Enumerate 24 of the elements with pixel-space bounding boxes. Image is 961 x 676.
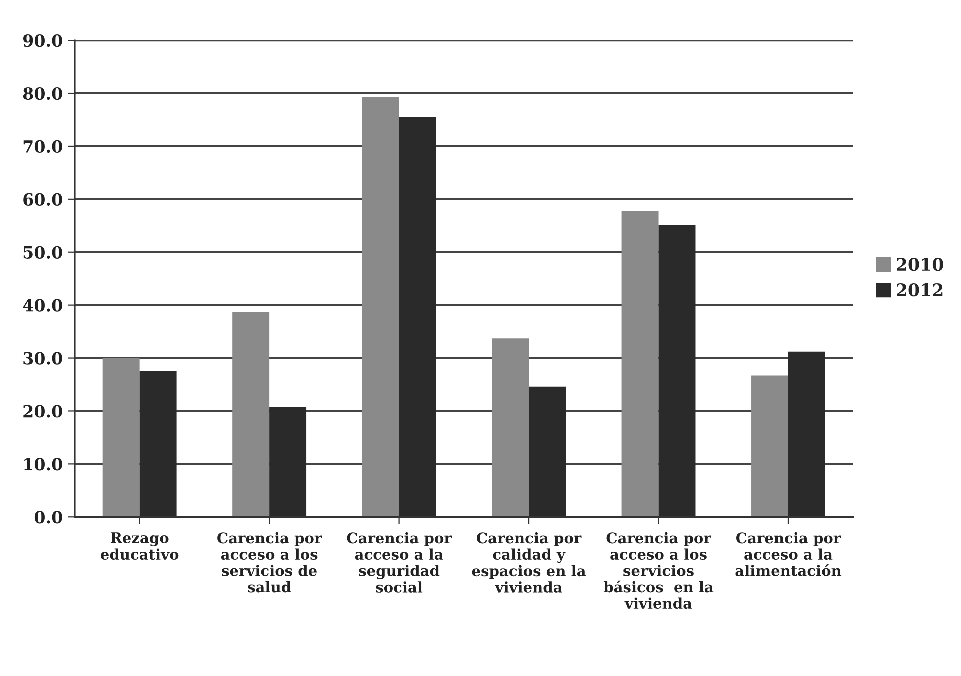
bar	[492, 338, 530, 518]
bar	[232, 312, 270, 518]
y-tick-label: 60.0	[24, 193, 62, 206]
bar	[102, 358, 140, 518]
y-tick-label: 20.0	[24, 405, 62, 418]
y-tick-label: 80.0	[23, 87, 62, 100]
x-tick-label: Carencia por acceso a los servicios básicos en la vivienda	[604, 532, 714, 610]
x-tick-label: Rezago educativo	[100, 532, 179, 560]
x-tick-label: Carencia por acceso a la alimentación	[736, 532, 842, 576]
legend-label: 2012	[897, 283, 943, 297]
y-tick-label: 70.0	[24, 140, 62, 154]
y-tick-label: 10.0	[24, 458, 62, 471]
bar	[622, 211, 659, 518]
y-tick-label: 40.0	[23, 299, 62, 312]
y-tick-label: 90.0	[23, 34, 62, 48]
bar	[362, 97, 400, 518]
y-tick-label: 30.0	[24, 352, 62, 365]
x-tick-label: Carencia por acceso a los servicios de salud	[218, 532, 322, 593]
y-tick-label: 0.0	[34, 511, 62, 524]
x-tick-label: Carencia por calidad y espacios en la vivienda	[472, 532, 586, 593]
legend-label: 2010	[897, 258, 944, 272]
x-tick-label: Carencia por acceso a la seguridad social	[347, 532, 452, 593]
bar	[752, 376, 788, 518]
y-tick-label: 50.0	[24, 246, 62, 259]
